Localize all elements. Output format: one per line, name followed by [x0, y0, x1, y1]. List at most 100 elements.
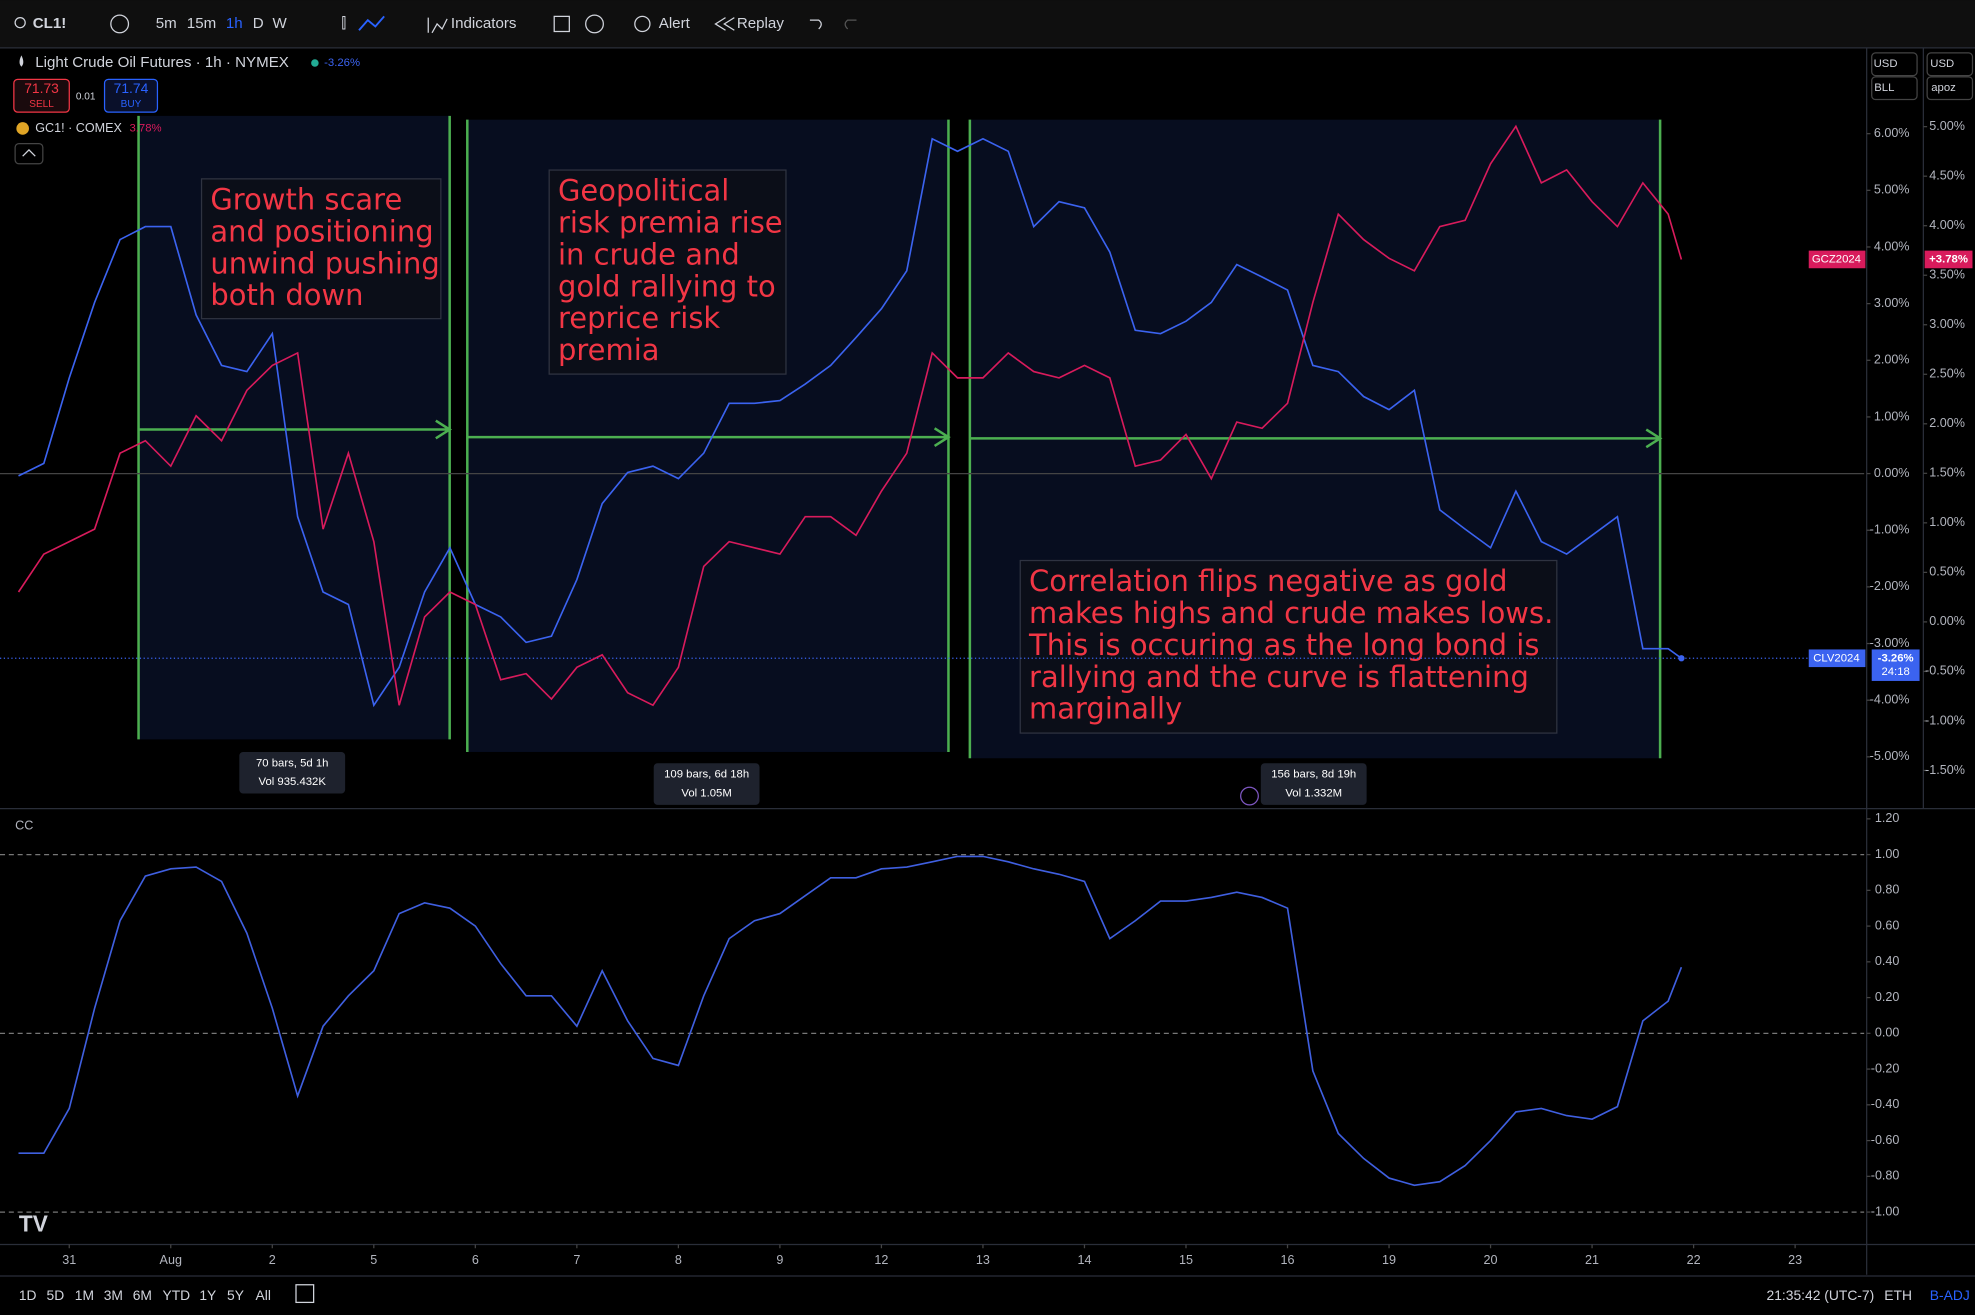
note-text: risk premia rise — [558, 206, 783, 240]
note-text: in crude and — [558, 237, 740, 271]
range-button[interactable]: 1M — [75, 1287, 94, 1303]
buy-price[interactable]: 71.74 — [114, 80, 149, 96]
x-tick-label: 15 — [1179, 1253, 1193, 1267]
chart-type-icon[interactable]: ⫿ — [341, 15, 346, 32]
symbol-icon — [19, 55, 24, 67]
sell-label[interactable]: SELL — [29, 99, 54, 110]
logo[interactable]: TV — [19, 1211, 48, 1237]
date-range-icon[interactable] — [295, 1284, 315, 1304]
symbol-tag-label: GCZ2024 — [1812, 253, 1861, 265]
search-icon[interactable] — [14, 17, 26, 29]
range-button[interactable]: 5Y — [227, 1287, 244, 1303]
currency-box-2[interactable] — [1926, 52, 1974, 77]
measure-bars: 109 bars, 6d 18h — [664, 769, 749, 781]
x-tick-label: 6 — [472, 1253, 479, 1267]
interval[interactable]: 1h — [226, 15, 243, 32]
price-tag — [1871, 649, 1920, 681]
undo[interactable] — [809, 19, 822, 30]
symbol-tag — [1808, 649, 1866, 668]
x-tick-label: 22 — [1687, 1253, 1701, 1267]
y-tick-label: 6.00% — [1874, 126, 1910, 140]
price-tag — [1924, 250, 1973, 269]
y-tick-label: 5.00% — [1874, 183, 1910, 197]
x-tick-label: 31 — [62, 1253, 76, 1267]
y2-tick-label: 0.00% — [1929, 614, 1965, 628]
sell-price[interactable]: 71.73 — [24, 80, 59, 96]
y-tick-label: 0.80 — [1875, 883, 1899, 897]
session[interactable]: ETH — [1884, 1287, 1912, 1303]
range-button[interactable]: 5D — [47, 1287, 65, 1303]
add-symbol[interactable] — [110, 14, 130, 34]
layout-icon[interactable] — [553, 15, 570, 33]
y2-tick-label: 2.00% — [1929, 416, 1965, 430]
unit-box[interactable] — [1871, 76, 1918, 101]
range-button[interactable]: All — [256, 1287, 271, 1303]
series-line — [18, 855, 1683, 1187]
scale-menu[interactable]: apoz — [1931, 82, 1956, 94]
range-button[interactable]: YTD — [162, 1287, 190, 1303]
x-tick-label: Aug — [160, 1253, 182, 1267]
interval[interactable]: W — [272, 15, 287, 32]
note-text: rallying and the curve is flattening — [1029, 660, 1529, 694]
measure-bars: 70 bars, 5d 1h — [256, 757, 328, 769]
x-tick-label: 5 — [370, 1253, 377, 1267]
collapse-icon[interactable] — [22, 149, 36, 157]
scale-menu[interactable]: USD — [1930, 58, 1954, 70]
y-tick-label: 0.00% — [1874, 466, 1910, 480]
symbol-tag-label: CLV2024 — [1813, 652, 1859, 664]
sell-button[interactable] — [13, 78, 70, 113]
y-tick-label: 1.00 — [1875, 847, 1899, 861]
more-button[interactable] — [585, 14, 604, 34]
scale-menu[interactable]: BLL — [1874, 82, 1894, 94]
y2-tick-label: 1.50% — [1929, 466, 1965, 480]
unit-box-2[interactable] — [1926, 76, 1974, 101]
x-tick-label: 2 — [269, 1253, 276, 1267]
indicators-icon[interactable] — [427, 17, 448, 34]
y2-tick-label: 0.50% — [1929, 565, 1965, 579]
symbol[interactable]: CL1! — [33, 15, 67, 32]
y2-tick-label: 4.50% — [1929, 169, 1965, 183]
note-text: premia — [558, 333, 660, 367]
interval[interactable]: D — [253, 15, 264, 32]
y2-tick-label: 4.00% — [1929, 218, 1965, 232]
x-tick-label: 14 — [1077, 1253, 1091, 1267]
note-text: Correlation flips negative as gold — [1029, 564, 1507, 598]
alert-button[interactable]: Alert — [659, 15, 691, 32]
y-tick-label: -5.00% — [1870, 749, 1910, 763]
note-text: unwind pushing — [210, 246, 439, 280]
legend-entry[interactable]: GC1! · COMEX — [35, 121, 122, 135]
currency-box[interactable] — [1871, 52, 1918, 77]
line-type-icon[interactable] — [358, 15, 385, 31]
last-point — [1678, 655, 1685, 662]
y-tick-label: -0.80 — [1871, 1169, 1900, 1183]
collapse-legend[interactable] — [14, 142, 44, 165]
range-button[interactable]: 3M — [104, 1287, 123, 1303]
range-button[interactable]: 6M — [133, 1287, 152, 1303]
interval[interactable]: 5m — [156, 15, 177, 32]
alert-icon[interactable] — [634, 15, 651, 33]
range-button[interactable]: 1D — [19, 1287, 37, 1303]
toolbar — [0, 0, 1975, 48]
x-tick-label: 19 — [1382, 1253, 1396, 1267]
measure-box — [653, 763, 760, 805]
buy-button[interactable] — [103, 78, 159, 113]
indicators-button[interactable]: Indicators — [451, 15, 517, 32]
range-button[interactable]: 1Y — [199, 1287, 216, 1303]
interval[interactable]: 15m — [187, 15, 216, 32]
y-tick-label: 0.20 — [1875, 990, 1899, 1004]
range-arrow — [969, 428, 1663, 449]
adjustment[interactable]: B-ADJ — [1930, 1287, 1970, 1303]
x-tick-label: 12 — [874, 1253, 888, 1267]
measure-box — [1260, 763, 1367, 805]
legend-entry[interactable]: Light Crude Oil Futures · 1h · NYMEX — [35, 54, 289, 71]
replay-button[interactable]: Replay — [737, 15, 784, 32]
replay-icon[interactable] — [714, 17, 735, 31]
buy-label[interactable]: BUY — [121, 99, 142, 110]
y-tick-label: 1.00% — [1874, 409, 1910, 423]
note-text: This is occuring as the long bond is — [1028, 628, 1539, 662]
y-tick-label: -0.60 — [1871, 1133, 1900, 1147]
gold-icon — [16, 122, 29, 135]
redo[interactable] — [844, 19, 857, 30]
note-text: gold rallying to — [558, 269, 776, 303]
scale-menu[interactable]: USD — [1874, 58, 1898, 70]
